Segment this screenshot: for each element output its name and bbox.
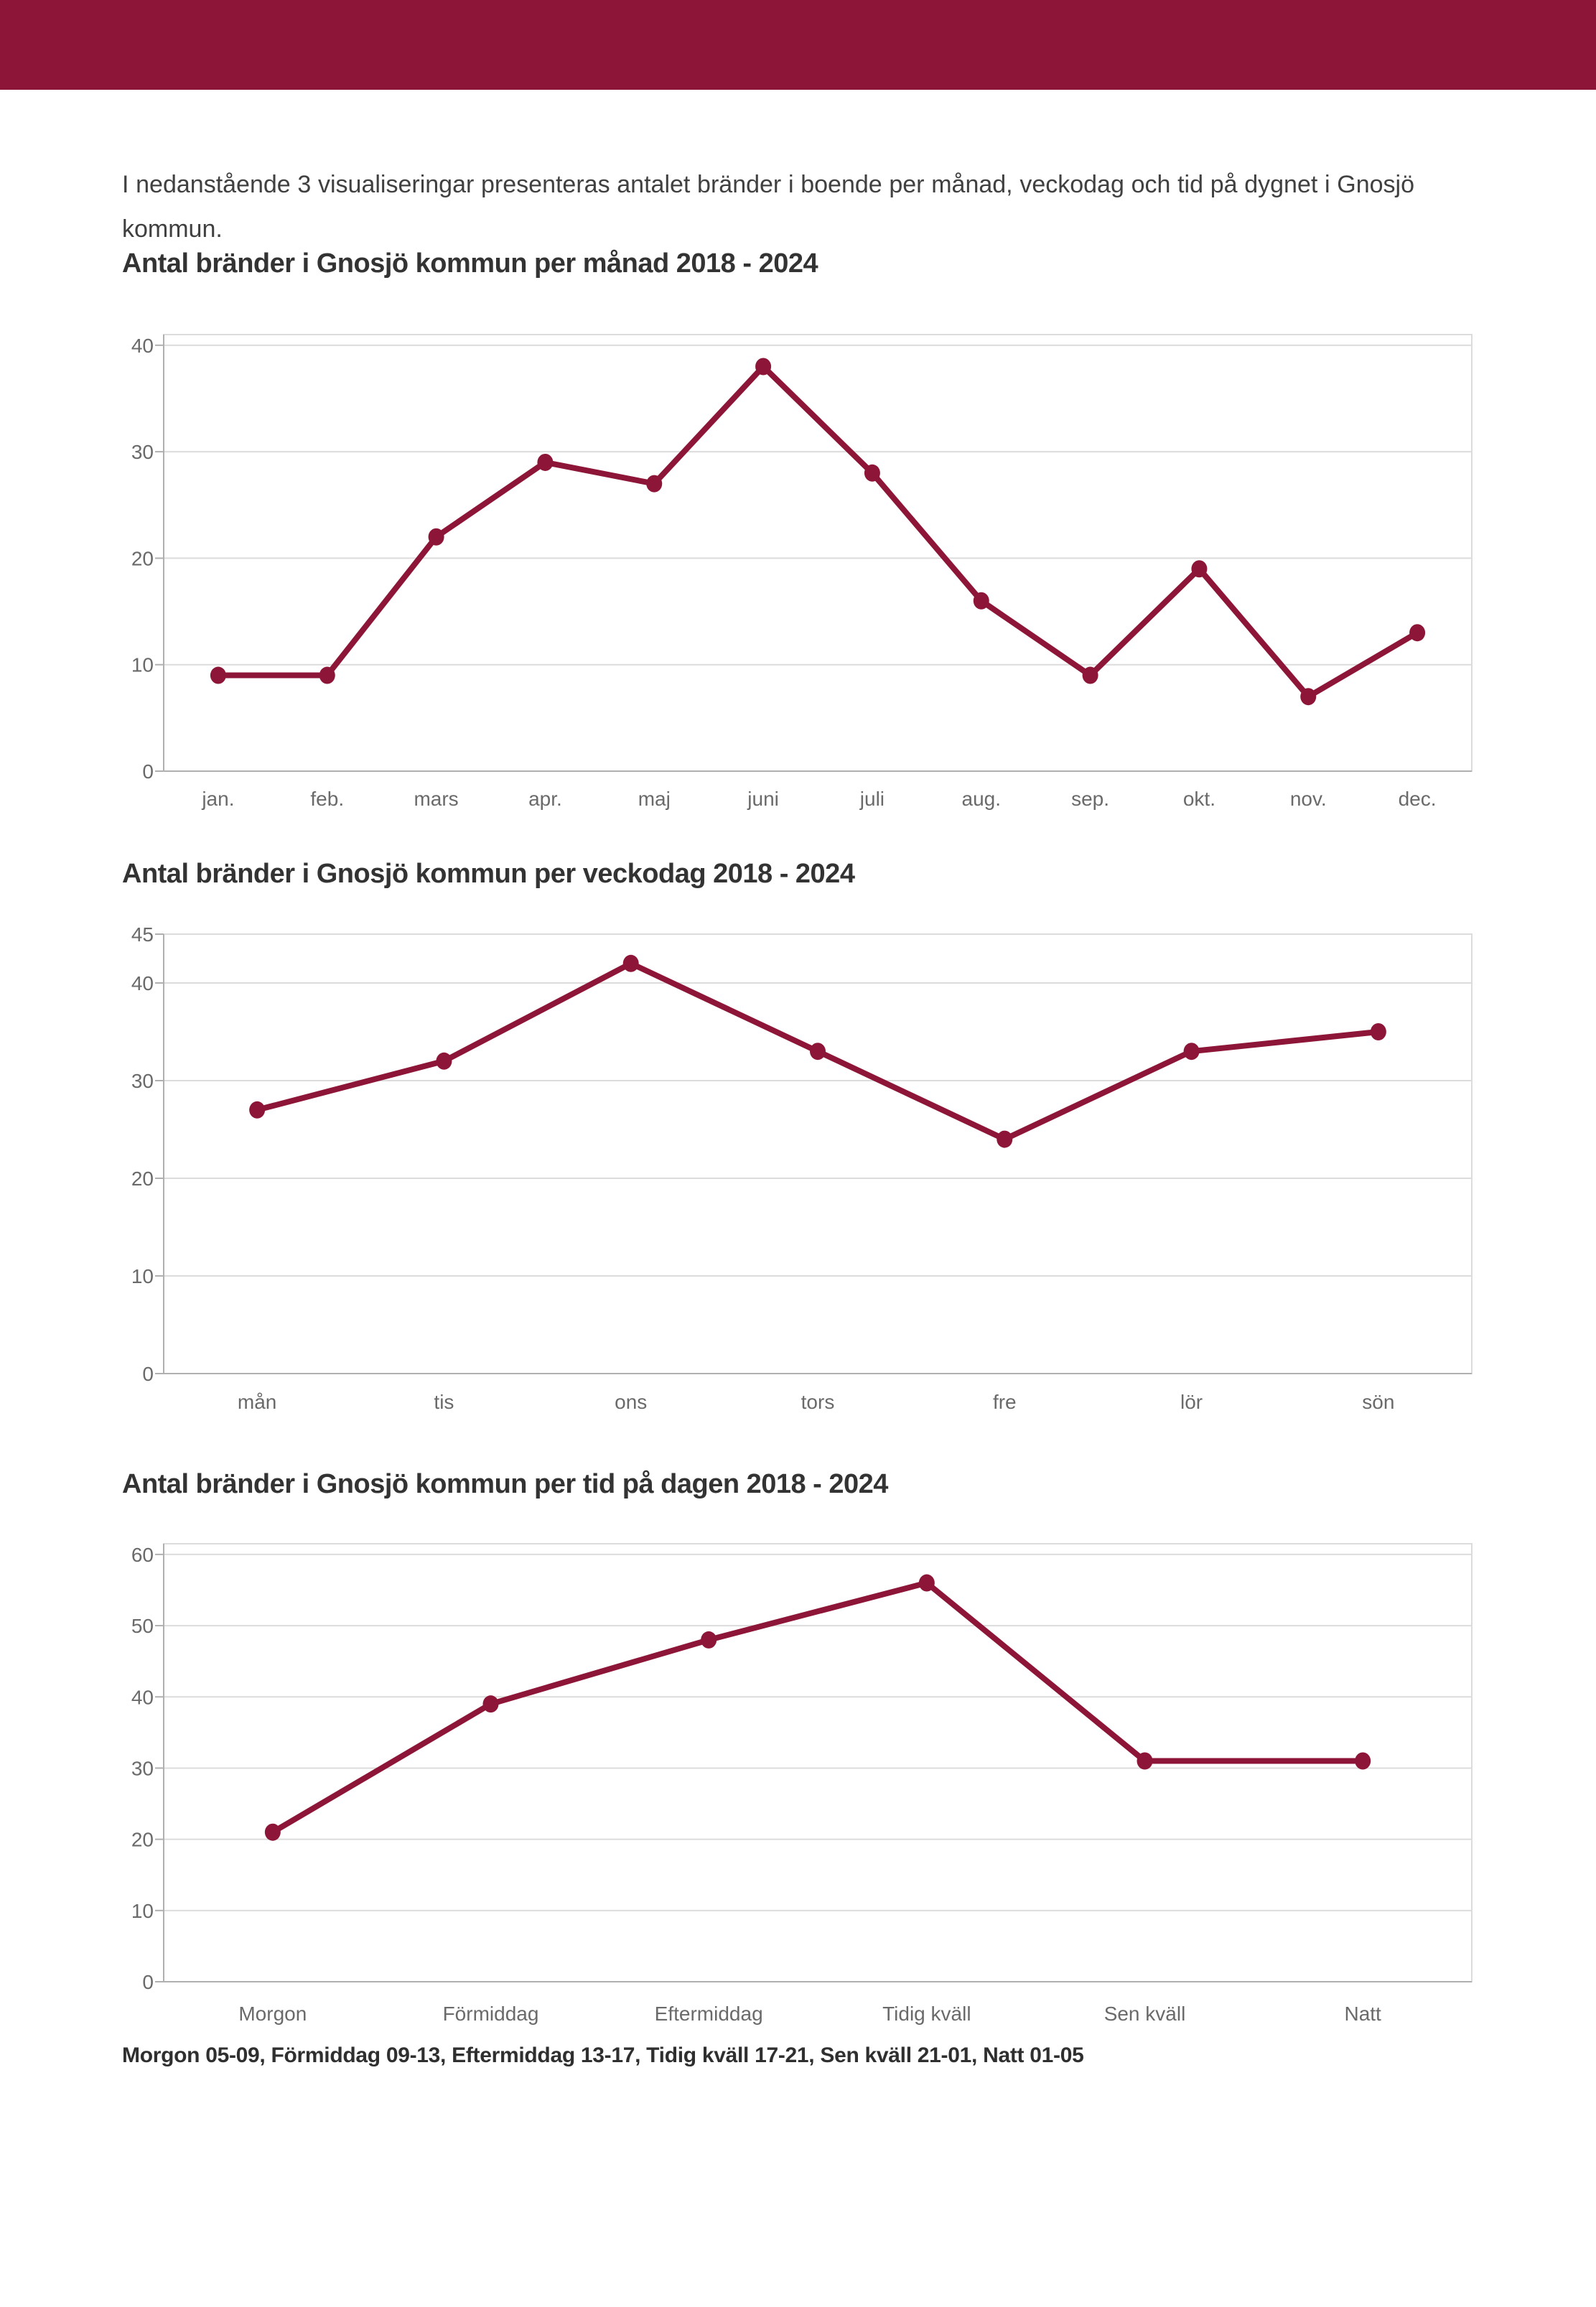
data-point (537, 453, 554, 471)
monthly-chart-title: Antal bränder i Gnosjö kommun per månad … (122, 248, 818, 279)
x-category-label: feb. (310, 788, 344, 810)
y-tick-label: 30 (131, 1757, 154, 1779)
data-point (264, 1823, 281, 1841)
time-of-day-chart-title: Antal bränder i Gnosjö kommun per tid på… (122, 1469, 888, 1499)
y-tick-label: 10 (131, 1900, 154, 1922)
data-point (1355, 1752, 1371, 1770)
y-tick-label: 45 (131, 923, 154, 946)
x-category-label: mars (414, 788, 458, 810)
data-point (973, 592, 989, 610)
x-category-label: tis (434, 1391, 454, 1413)
data-point (249, 1101, 266, 1119)
x-category-label: maj (638, 788, 671, 810)
x-category-label: lör (1180, 1391, 1203, 1413)
data-point (701, 1631, 717, 1649)
data-point (428, 528, 444, 546)
x-category-label: nov. (1290, 788, 1327, 810)
data-point (1191, 560, 1208, 578)
y-tick-label: 0 (142, 1363, 154, 1385)
x-category-label: Sen kväll (1104, 2003, 1186, 2025)
data-point (918, 1574, 935, 1592)
data-point (997, 1130, 1013, 1148)
x-category-label: jan. (201, 788, 234, 810)
data-line (269, 1580, 1366, 1835)
x-category-label: dec. (1399, 788, 1437, 810)
x-category-label: Natt (1344, 2003, 1381, 2025)
y-tick-label: 40 (131, 972, 154, 994)
data-point (1409, 624, 1426, 642)
intro-text: I nedanstående 3 visualiseringar present… (122, 171, 1414, 243)
time-ranges-legend: Morgon 05-09, Förmiddag 09-13, Eftermidd… (122, 2043, 1084, 2067)
plot-border (163, 334, 1473, 772)
y-tick-label: 60 (131, 1544, 154, 1566)
data-point (864, 464, 880, 482)
weekday-fires-line-chart: 0 10 20 30 40 45 mån tis ons tors fre lör sön (131, 923, 1473, 1413)
data-line (215, 363, 1421, 700)
x-category-label: juni (747, 788, 779, 810)
y-tick-label: 0 (142, 1971, 154, 1993)
data-point (1082, 666, 1098, 684)
y-tick-label: 20 (131, 1168, 154, 1190)
y-tick-label: 20 (131, 547, 154, 569)
y-tick-label: 0 (142, 760, 154, 783)
data-point (482, 1695, 499, 1713)
x-category-label: Tidig kväll (882, 2003, 971, 2025)
y-tick-label: 30 (131, 1070, 154, 1092)
data-point (1183, 1043, 1200, 1061)
monthly-fires-line-chart: 0 10 20 30 40 jan. feb. mars apr. maj juni juli aug.… (131, 334, 1473, 810)
y-tick-label: 40 (131, 1686, 154, 1708)
data-point (622, 954, 639, 972)
y-tick-label: 10 (131, 654, 154, 676)
x-category-label: Eftermiddag (655, 2003, 763, 2025)
y-tick-label: 50 (131, 1615, 154, 1637)
x-category-label: tors (801, 1391, 835, 1413)
data-point (646, 475, 663, 493)
data-point (319, 666, 335, 684)
y-tick-label: 40 (131, 335, 154, 357)
x-category-label: mån (238, 1391, 276, 1413)
y-tick-label: 10 (131, 1265, 154, 1287)
x-category-label: sön (1362, 1391, 1394, 1413)
x-category-label: aug. (962, 788, 1002, 810)
data-point (755, 358, 772, 376)
x-category-label: Morgon (238, 2003, 307, 2025)
x-category-label: apr. (528, 788, 562, 810)
y-tick-label: 30 (131, 441, 154, 463)
plot-border (163, 933, 1473, 1374)
top-banner (0, 0, 1596, 90)
x-category-label: sep. (1071, 788, 1109, 810)
x-category-label: fre (993, 1391, 1017, 1413)
x-category-label: Förmiddag (443, 2003, 539, 2025)
data-point (1370, 1023, 1386, 1040)
data-point (810, 1043, 826, 1061)
x-category-label: juli (859, 788, 885, 810)
data-point (1300, 688, 1317, 706)
data-point (1137, 1752, 1153, 1770)
time-of-day-fires-line-chart: 0 10 20 30 40 50 60 Morgon Förmiddag Eftermiddag T… (131, 1543, 1473, 2025)
x-category-label: ons (615, 1391, 647, 1413)
y-tick-label: 20 (131, 1829, 154, 1851)
data-point (210, 666, 226, 684)
weekday-chart-title: Antal bränder i Gnosjö kommun per veckod… (122, 859, 855, 889)
x-category-label: okt. (1183, 788, 1215, 810)
data-point (436, 1052, 452, 1070)
